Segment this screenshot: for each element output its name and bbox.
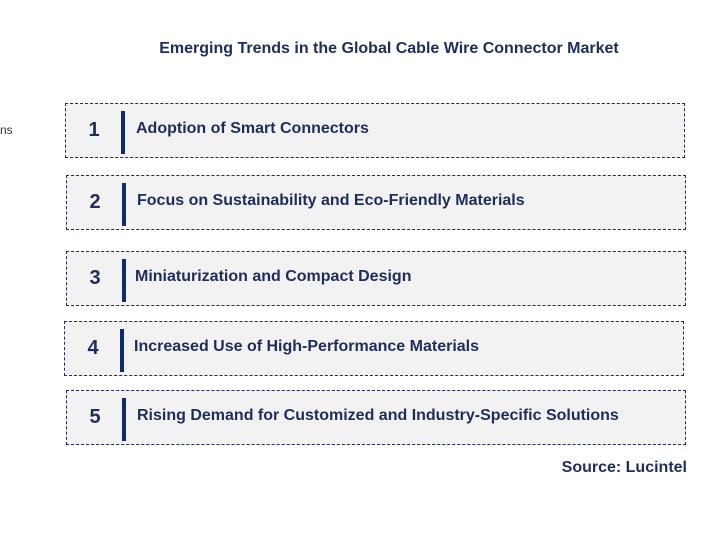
trend-label: Increased Use of High-Performance Materi… [134, 338, 480, 355]
cropped-edge-text: ns [0, 123, 13, 137]
source-credit: Source: Lucintel [561, 459, 687, 476]
trend-number: 3 [89, 267, 101, 289]
trend-number: 2 [89, 191, 101, 213]
trend-label: Adoption of Smart Connectors [136, 120, 369, 137]
trend-box-2: 2 Focus on Sustainability and Eco-Friend… [66, 175, 686, 230]
trend-divider-bar [122, 183, 126, 226]
trend-number: 4 [87, 337, 99, 359]
trend-label: Miniaturization and Compact Design [135, 268, 412, 285]
trend-number: 5 [89, 406, 101, 428]
trend-divider-bar [121, 111, 125, 154]
trend-box-5: 5 Rising Demand for Customized and Indus… [66, 390, 686, 445]
trend-label: Focus on Sustainability and Eco-Friendly… [137, 192, 525, 209]
trend-divider-bar [120, 329, 124, 372]
diagram-title: Emerging Trends in the Global Cable Wire… [159, 40, 619, 57]
trend-box-3: 3 Miniaturization and Compact Design [66, 251, 686, 306]
trend-divider-bar [122, 259, 126, 302]
trend-box-1: 1 Adoption of Smart Connectors [65, 103, 685, 158]
trend-number: 1 [88, 119, 100, 141]
trend-label: Rising Demand for Customized and Industr… [137, 407, 619, 424]
trend-divider-bar [122, 398, 126, 441]
trend-box-4: 4 Increased Use of High-Performance Mate… [64, 321, 684, 376]
